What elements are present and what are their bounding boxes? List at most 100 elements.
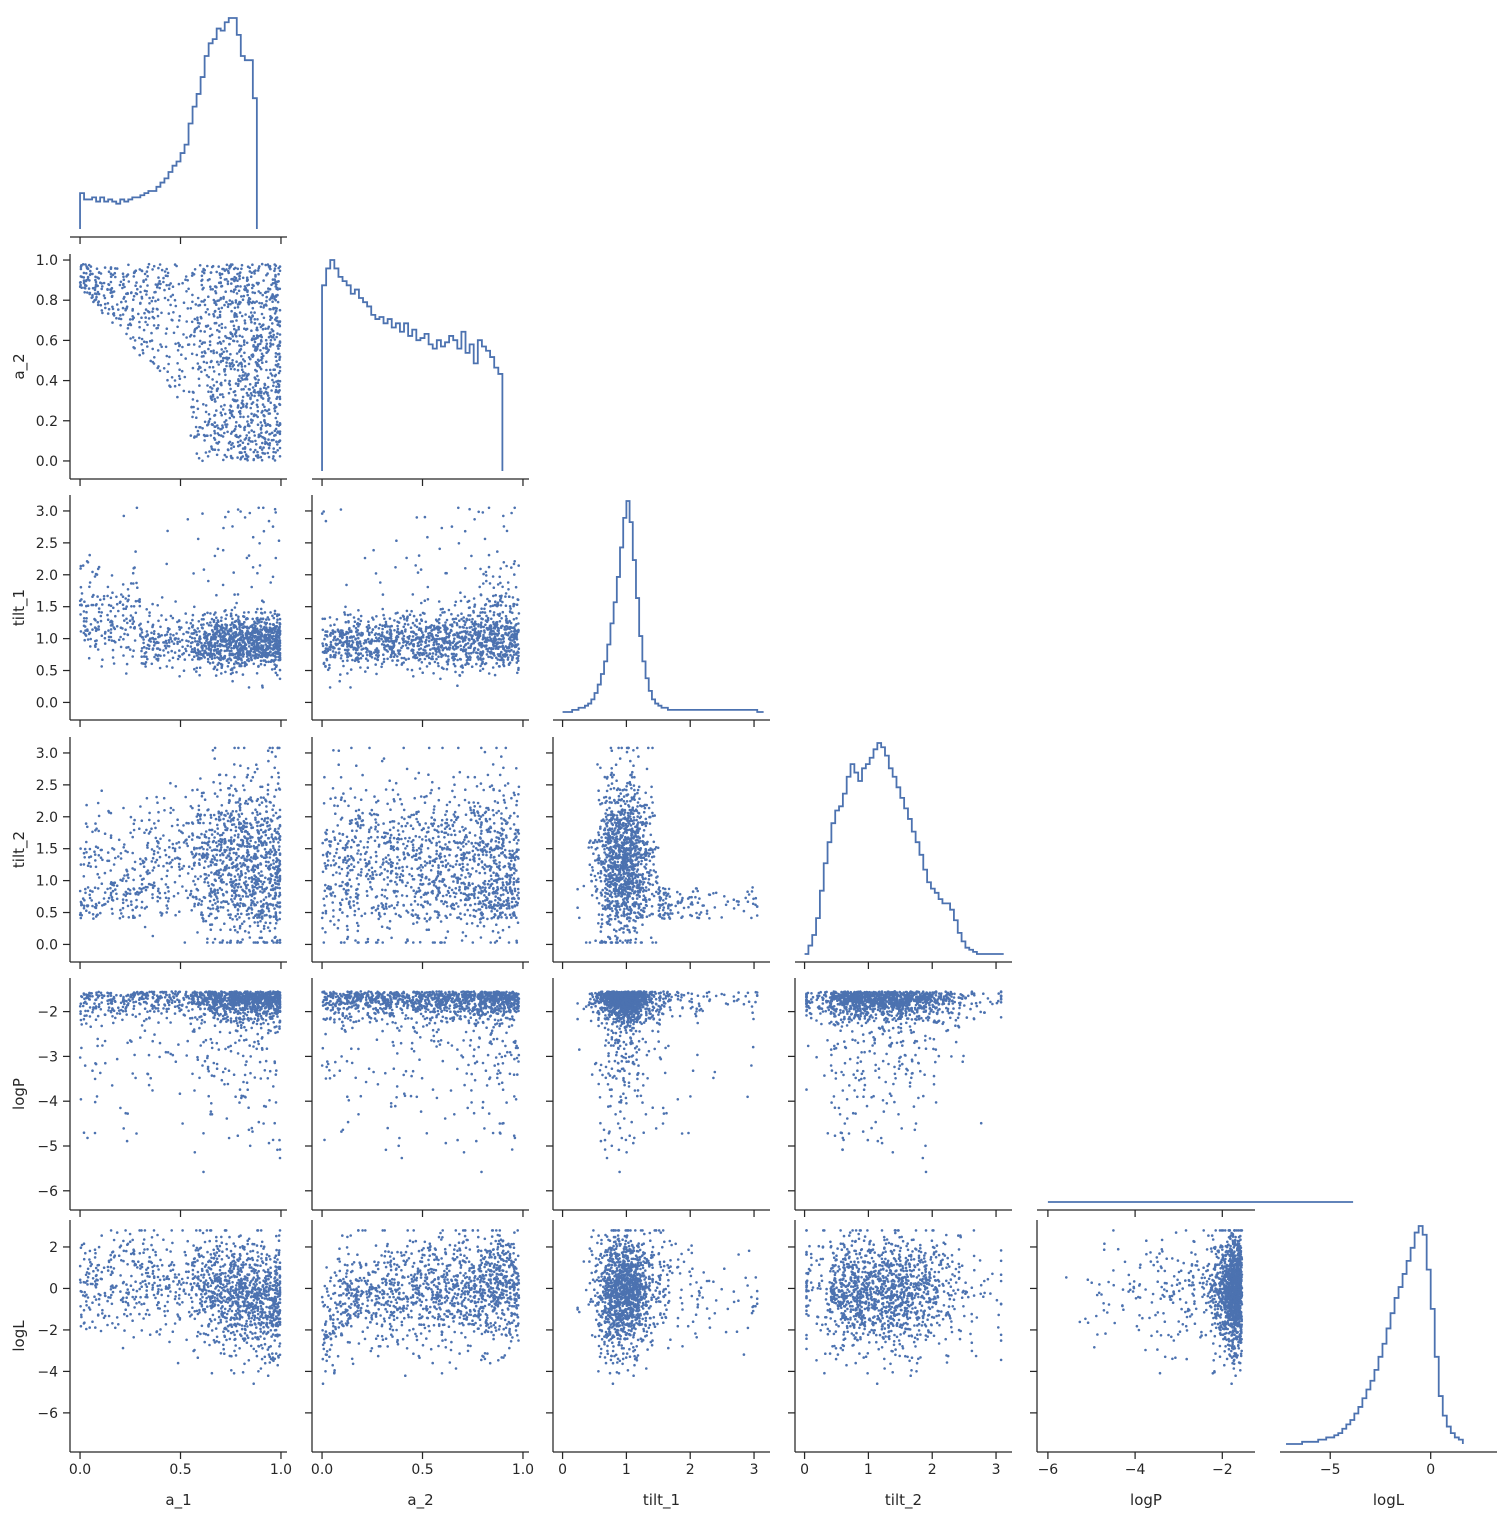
scatter-point (268, 456, 271, 459)
scatter-point (271, 615, 274, 618)
scatter-point (498, 665, 501, 668)
scatter-point (233, 280, 236, 283)
scatter-point (94, 859, 97, 862)
scatter-point (258, 872, 261, 875)
scatter-point (159, 838, 162, 841)
scatter-point (157, 267, 160, 270)
scatter-point (453, 637, 456, 640)
scatter-point (262, 279, 265, 282)
scatter-point (187, 872, 190, 875)
scatter-point (495, 642, 498, 645)
scatter-point (485, 639, 488, 642)
scatter-point (83, 600, 86, 603)
scatter-point (485, 603, 488, 606)
scatter-point (217, 620, 220, 623)
scatter-point (144, 290, 147, 293)
scatter-point (235, 421, 238, 424)
scatter-point (346, 659, 349, 662)
scatter-point (205, 311, 208, 314)
scatter-point (459, 591, 462, 594)
scatter-point (238, 626, 241, 629)
scatter-point (264, 422, 267, 425)
scatter-point (254, 349, 257, 352)
scatter-point (233, 328, 236, 331)
scatter-point (371, 656, 374, 659)
scatter-point (157, 620, 160, 623)
scatter-point (200, 316, 203, 319)
scatter-point (246, 557, 249, 560)
scatter-point (246, 822, 249, 825)
scatter-point (462, 616, 465, 619)
scatter-point (94, 279, 97, 282)
scatter-point (124, 309, 127, 312)
scatter-point (275, 355, 278, 358)
scatter-point (265, 851, 268, 854)
scatter-point (517, 655, 520, 658)
scatter-point (263, 898, 266, 901)
scatter-point (178, 675, 181, 678)
scatter-point (238, 878, 241, 881)
scatter-point (402, 638, 405, 641)
scatter-point (381, 643, 384, 646)
scatter-point (167, 272, 170, 275)
scatter-point (228, 855, 231, 858)
scatter-point (279, 404, 282, 407)
scatter-point (190, 434, 193, 437)
scatter-point (222, 435, 225, 438)
scatter-point (216, 795, 219, 798)
scatter-point (216, 351, 219, 354)
scatter-point (264, 829, 267, 832)
scatter-point (236, 456, 239, 459)
scatter-point (166, 275, 169, 278)
scatter-point (230, 614, 233, 617)
scatter-point (184, 941, 187, 944)
scatter-point (80, 268, 83, 271)
scatter-point (452, 642, 455, 645)
scatter-point (273, 381, 276, 384)
scatter-point (470, 555, 473, 558)
scatter-point (106, 288, 109, 291)
scatter-point (386, 631, 389, 634)
scatter-point (444, 572, 447, 575)
scatter-point (344, 606, 347, 609)
scatter-point (206, 424, 209, 427)
scatter-point (235, 277, 238, 280)
scatter-point (276, 431, 279, 434)
scatter-point (138, 337, 141, 340)
scatter-point (241, 402, 244, 405)
scatter-point (200, 653, 203, 656)
scatter-point (360, 657, 363, 660)
scatter-point (213, 430, 216, 433)
scatter-point (154, 827, 157, 830)
scatter-point (482, 511, 485, 514)
scatter-point (253, 648, 256, 651)
scatter-point (104, 307, 107, 310)
scatter-point (420, 602, 423, 605)
scatter-point (238, 620, 241, 623)
scatter-point (516, 672, 519, 675)
scatter-point (185, 320, 188, 323)
scatter-point (263, 317, 266, 320)
scatter-point (235, 614, 238, 617)
scatter-point (350, 668, 353, 671)
scatter-point (210, 360, 213, 363)
scatter-point (279, 652, 282, 655)
scatter-point (513, 563, 516, 566)
scatter-point (380, 666, 383, 669)
scatter-point (178, 875, 181, 878)
scatter-point (195, 631, 198, 634)
scatter-point (251, 337, 254, 340)
scatter-point (231, 359, 234, 362)
scatter-point (85, 620, 88, 623)
scatter-point (192, 880, 195, 883)
scatter-point (477, 511, 480, 514)
scatter-point (514, 624, 517, 627)
scatter-point (196, 634, 199, 637)
scatter-point (253, 663, 256, 666)
scatter-point (150, 332, 153, 335)
scatter-point (504, 595, 507, 598)
scatter-point (146, 275, 149, 278)
scatter-point (329, 686, 332, 689)
scatter-point (509, 654, 512, 657)
scatter-point (240, 886, 243, 889)
